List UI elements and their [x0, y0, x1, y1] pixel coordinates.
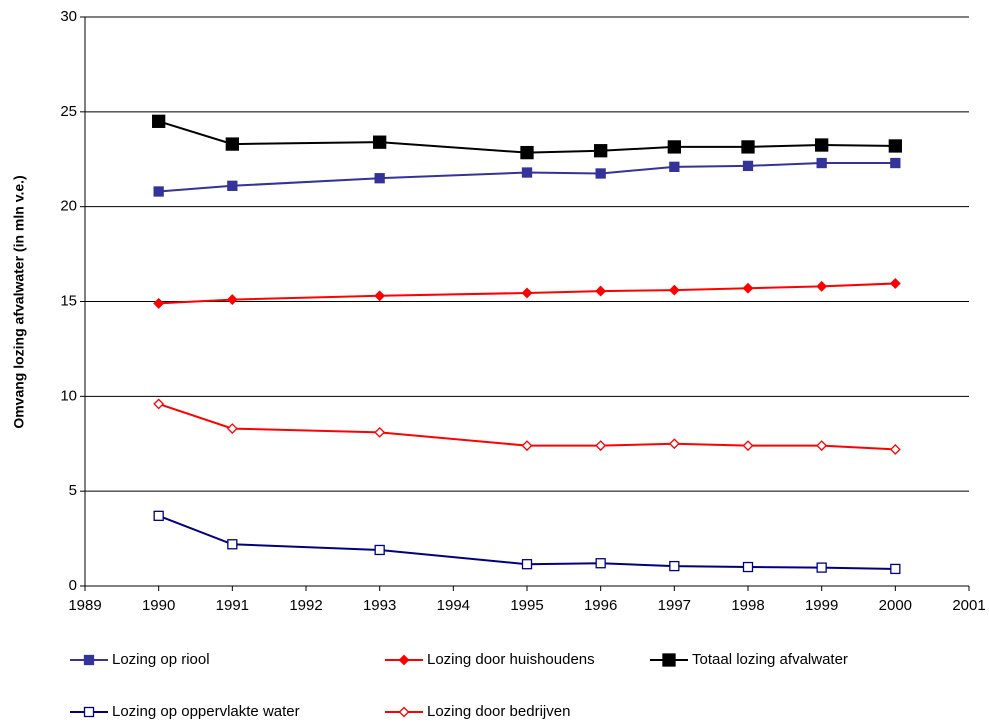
marker [521, 559, 533, 570]
y-tick-label: 0 [69, 577, 77, 594]
x-tick-label: 1996 [584, 597, 617, 614]
legend-label: Lozing op oppervlakte water [112, 703, 300, 720]
x-tick-label: 1992 [289, 597, 322, 614]
marker [83, 654, 95, 666]
marker [816, 562, 827, 573]
x-tick-label: 1995 [510, 597, 543, 614]
marker [153, 510, 164, 521]
marker [153, 186, 164, 197]
marker [227, 539, 238, 550]
marker [669, 161, 680, 172]
marker [595, 558, 606, 569]
x-tick-label: 2001 [952, 597, 985, 614]
marker [594, 144, 608, 158]
y-tick-label: 10 [60, 387, 77, 404]
marker [521, 440, 533, 452]
marker [668, 438, 680, 450]
x-tick-label: 1999 [805, 597, 838, 614]
x-tick-label: 1994 [437, 597, 470, 614]
marker [667, 140, 681, 154]
marker [520, 145, 534, 160]
marker [225, 137, 239, 151]
y-axis-label: Omvang lozing afvalwater (in mln v.e.) [11, 175, 27, 428]
marker [668, 284, 680, 296]
y-tick-label: 30 [60, 8, 77, 25]
marker [669, 560, 680, 572]
marker [742, 561, 754, 573]
marker [742, 440, 754, 452]
marker [374, 544, 385, 556]
marker [227, 180, 238, 191]
y-tick-label: 25 [60, 103, 77, 120]
marker [226, 423, 238, 434]
marker [888, 139, 902, 153]
x-tick-label: 1993 [363, 597, 396, 614]
x-tick-label: 1990 [142, 597, 175, 614]
marker [595, 440, 607, 452]
marker [374, 426, 386, 438]
marker [374, 173, 385, 184]
marker [742, 160, 754, 172]
marker [521, 167, 533, 178]
marker [398, 706, 410, 718]
y-tick-label: 5 [69, 482, 77, 499]
marker [815, 138, 829, 152]
marker [373, 135, 387, 149]
marker [889, 278, 901, 289]
legend-label: Lozing door bedrijven [427, 703, 570, 720]
marker [662, 653, 676, 667]
y-tick-label: 20 [60, 198, 77, 215]
legend-label: Lozing door huishoudens [427, 651, 595, 668]
x-tick-label: 1989 [68, 597, 101, 614]
x-tick-label: 1998 [731, 597, 764, 614]
marker [742, 282, 754, 294]
marker [741, 140, 755, 154]
marker [521, 287, 533, 299]
marker [816, 280, 828, 292]
marker [398, 654, 410, 666]
y-tick-label: 15 [60, 292, 77, 309]
marker [595, 285, 607, 297]
marker [83, 706, 95, 718]
marker [152, 114, 166, 128]
x-tick-label: 1991 [216, 597, 249, 614]
marker [816, 440, 828, 452]
marker [226, 294, 238, 306]
x-tick-label: 1997 [658, 597, 691, 614]
x-tick-label: 2000 [879, 597, 912, 614]
marker [595, 168, 606, 179]
marker [890, 157, 901, 169]
marker [816, 157, 827, 169]
marker [890, 563, 901, 575]
marker [153, 398, 165, 410]
marker [153, 297, 165, 309]
marker [889, 444, 901, 455]
legend-label: Totaal lozing afvalwater [692, 651, 848, 668]
marker [374, 290, 386, 302]
legend-label: Lozing op riool [112, 651, 210, 668]
